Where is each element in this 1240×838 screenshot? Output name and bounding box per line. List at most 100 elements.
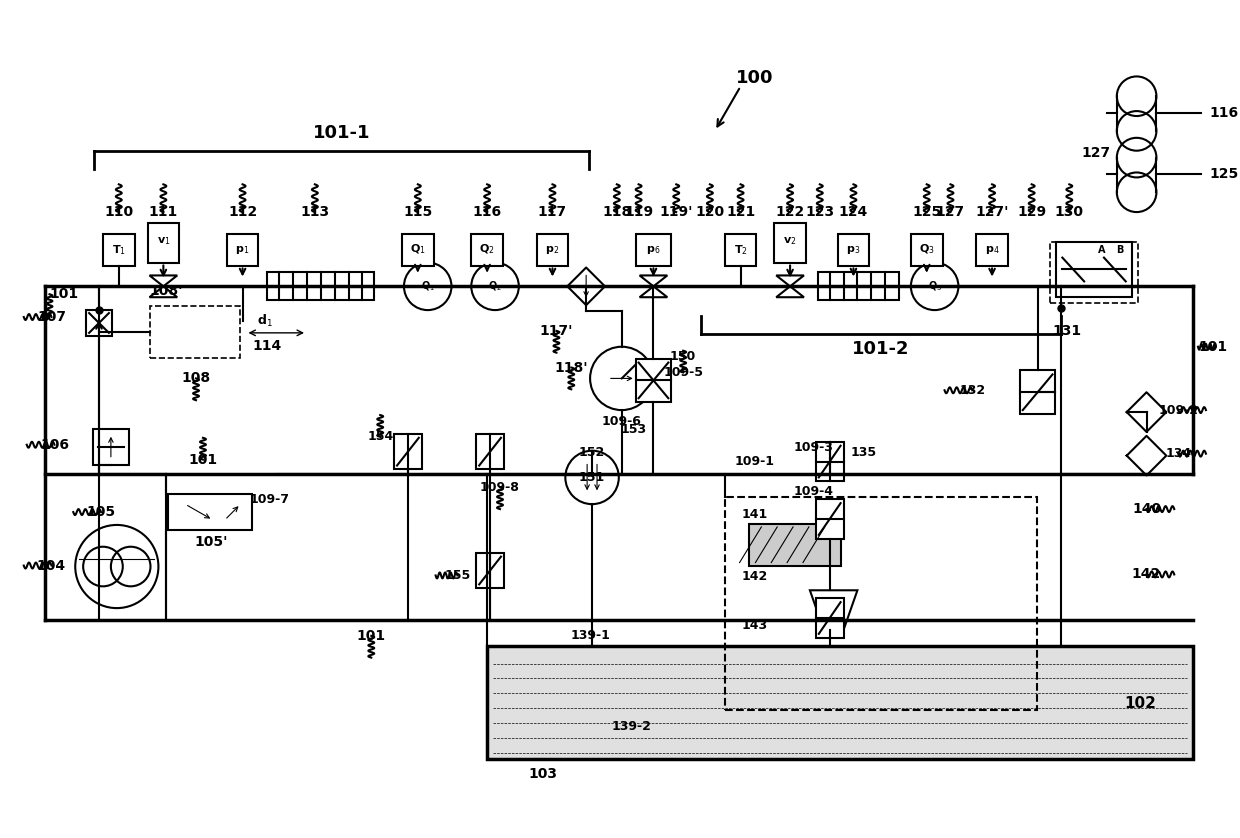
Text: 123: 123: [805, 205, 835, 219]
Bar: [636, 234, 671, 266]
Bar: [227, 234, 258, 266]
Text: 101: 101: [357, 628, 386, 643]
Text: 101-2: 101-2: [852, 339, 910, 358]
Text: 101: 101: [188, 453, 217, 467]
Bar: [402, 234, 434, 266]
Text: 115: 115: [403, 205, 433, 219]
Text: 153: 153: [620, 423, 647, 437]
Bar: [148, 223, 180, 262]
Text: 140: 140: [1132, 502, 1161, 516]
Text: 103: 103: [528, 768, 557, 782]
Text: 118: 118: [603, 205, 631, 219]
Bar: [150, 306, 239, 358]
Bar: [818, 272, 899, 300]
Polygon shape: [776, 276, 804, 287]
Text: 135: 135: [851, 446, 877, 459]
Bar: [93, 429, 129, 464]
Text: 142: 142: [742, 570, 768, 583]
Polygon shape: [150, 287, 177, 297]
Text: 108: 108: [181, 371, 211, 385]
Text: d$_1$: d$_1$: [258, 313, 273, 329]
Bar: [103, 234, 135, 266]
Bar: [1019, 370, 1055, 414]
Text: 130: 130: [1055, 205, 1084, 219]
Text: 134: 134: [1166, 447, 1192, 460]
Bar: [724, 234, 756, 266]
Text: 127: 127: [936, 205, 965, 219]
Polygon shape: [150, 276, 177, 287]
Bar: [976, 234, 1008, 266]
Text: 117: 117: [538, 205, 567, 219]
Text: 122: 122: [775, 205, 805, 219]
Text: p$_3$: p$_3$: [846, 244, 861, 256]
Text: 109-2: 109-2: [1158, 404, 1198, 416]
Text: 105: 105: [87, 505, 115, 519]
Text: 127': 127': [976, 205, 1009, 219]
Text: 105': 105': [195, 535, 228, 549]
Text: 110: 110: [104, 205, 134, 219]
Text: 121: 121: [725, 205, 755, 219]
Text: Q$_2$: Q$_2$: [480, 243, 495, 256]
Text: 150: 150: [670, 350, 697, 363]
Text: 101: 101: [1198, 339, 1228, 354]
Bar: [476, 553, 503, 588]
Bar: [724, 497, 1037, 710]
Text: T$_1$: T$_1$: [112, 243, 125, 256]
Bar: [476, 434, 503, 469]
Text: 117': 117': [539, 323, 573, 338]
Bar: [837, 234, 869, 266]
Text: 109-8: 109-8: [480, 481, 520, 494]
Text: 155: 155: [444, 569, 470, 582]
Text: 106: 106: [40, 437, 69, 452]
Bar: [268, 272, 374, 300]
Bar: [394, 434, 422, 469]
Text: 124: 124: [838, 205, 868, 219]
Text: 129: 129: [1017, 205, 1047, 219]
Text: 101-1: 101-1: [312, 124, 371, 142]
Text: 151: 151: [579, 471, 605, 484]
Text: 104: 104: [37, 559, 66, 572]
Bar: [471, 234, 503, 266]
Text: Q$_1$: Q$_1$: [420, 280, 435, 293]
Bar: [169, 494, 253, 530]
Text: v$_2$: v$_2$: [784, 235, 797, 246]
Text: 125: 125: [1210, 168, 1239, 182]
Text: 142: 142: [1132, 567, 1161, 582]
Text: 139-1: 139-1: [570, 629, 610, 643]
Bar: [816, 499, 843, 539]
Text: Q$_3$: Q$_3$: [928, 280, 941, 293]
Bar: [1056, 242, 1132, 297]
Text: 114: 114: [253, 339, 281, 353]
Bar: [636, 359, 671, 402]
Text: 109-5: 109-5: [663, 366, 703, 379]
Text: v$_1$: v$_1$: [156, 235, 170, 246]
Polygon shape: [640, 276, 667, 287]
Bar: [774, 223, 806, 262]
Text: 125: 125: [913, 205, 941, 219]
Text: 143: 143: [742, 619, 768, 633]
Text: 132: 132: [960, 384, 986, 396]
Text: 112: 112: [228, 205, 257, 219]
Text: p$_4$: p$_4$: [985, 244, 999, 256]
Polygon shape: [810, 590, 857, 630]
Bar: [86, 310, 112, 336]
Text: B: B: [1116, 245, 1123, 255]
Text: 109-7: 109-7: [249, 493, 289, 505]
Text: 154: 154: [367, 431, 393, 443]
Text: 120: 120: [696, 205, 724, 219]
Bar: [816, 442, 843, 481]
Text: 109-6: 109-6: [601, 416, 642, 428]
Text: 102: 102: [1125, 696, 1157, 711]
Text: 109-1: 109-1: [734, 455, 775, 468]
Text: 118': 118': [554, 360, 588, 375]
Text: A: A: [1099, 245, 1106, 255]
Text: 119': 119': [660, 205, 693, 219]
Bar: [749, 524, 841, 566]
Polygon shape: [776, 287, 804, 297]
Bar: [816, 598, 843, 638]
Text: Q$_1$: Q$_1$: [410, 243, 425, 256]
Text: 109-4: 109-4: [794, 484, 833, 498]
Text: 119: 119: [624, 205, 653, 219]
Bar: [1050, 242, 1137, 303]
Bar: [537, 234, 568, 266]
